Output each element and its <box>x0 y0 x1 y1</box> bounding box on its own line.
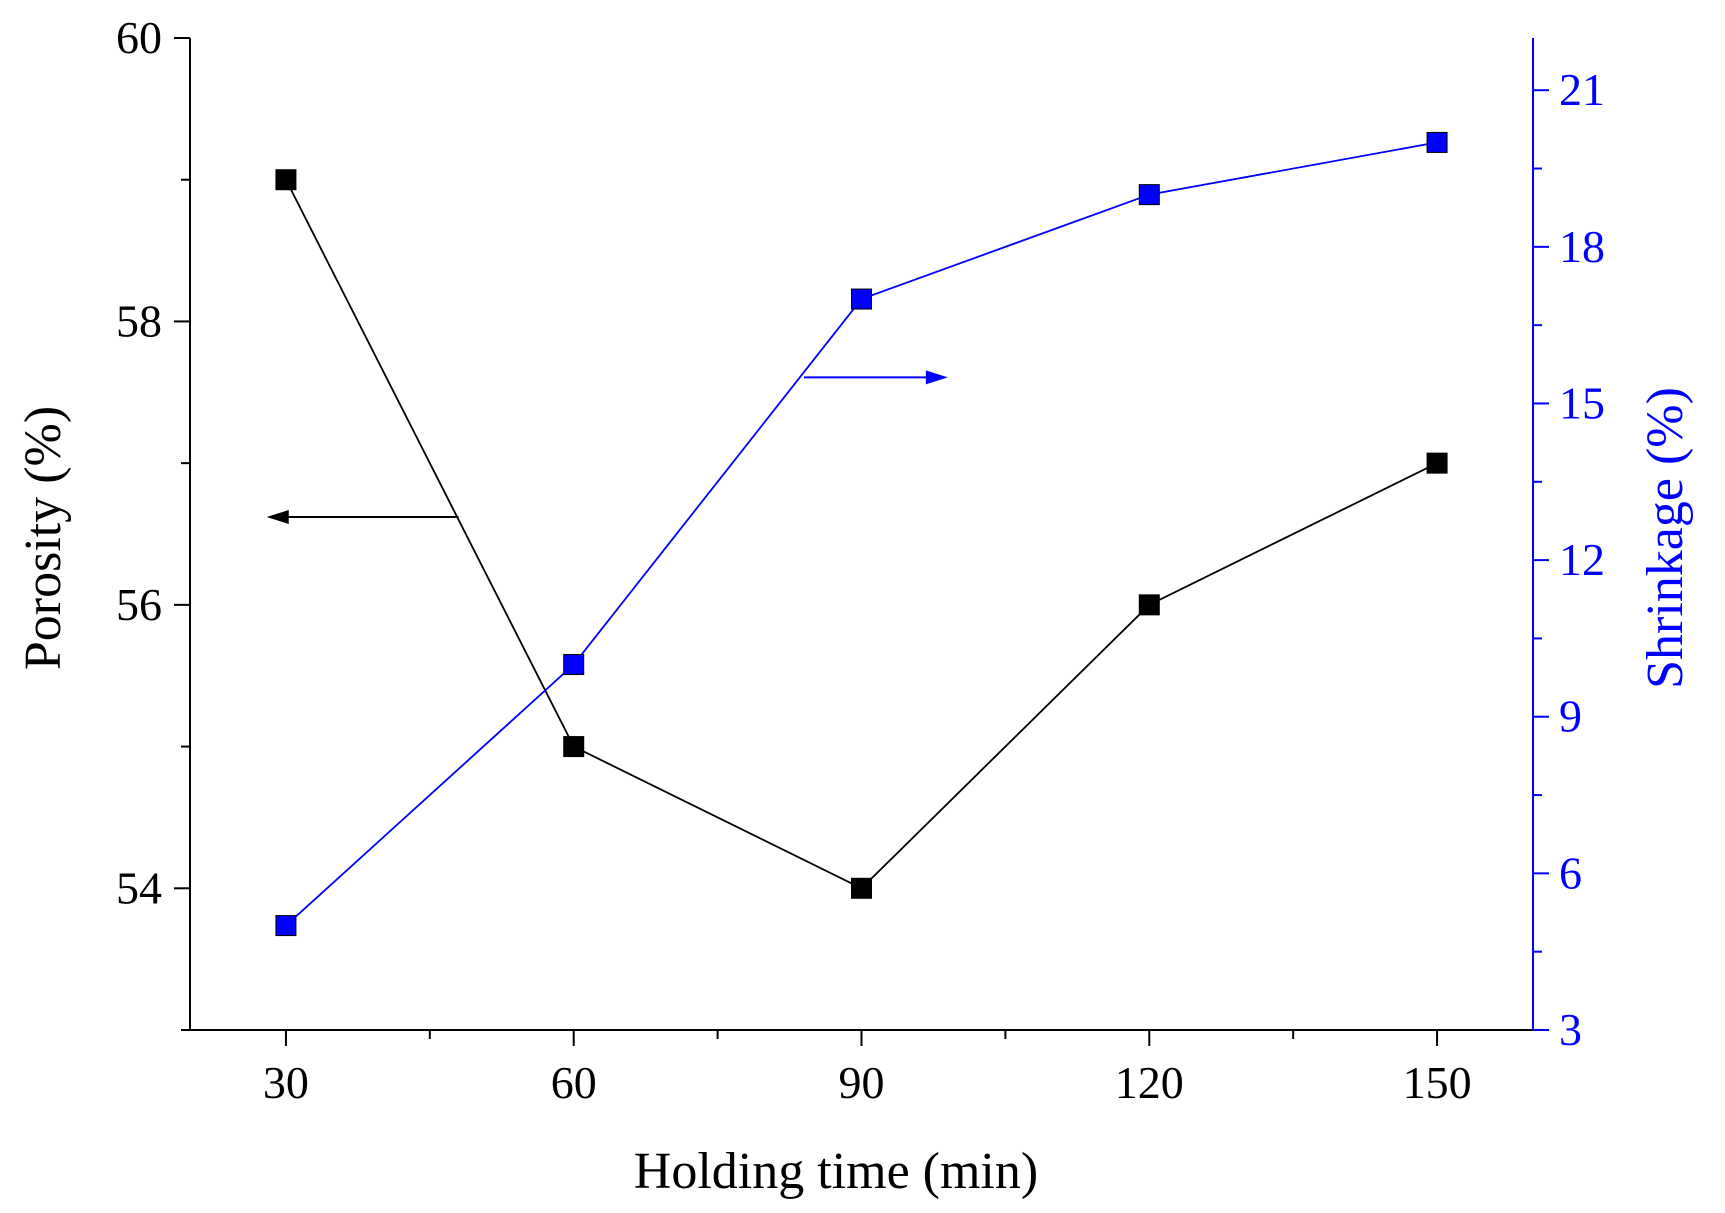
y-axis-title: Porosity (%) <box>15 406 72 670</box>
y2-tick-label: 6 <box>1559 847 1582 898</box>
x-tick-label: 90 <box>839 1057 885 1108</box>
y-tick-label: 58 <box>116 295 162 346</box>
shrinkage-point <box>1138 184 1160 206</box>
y2-tick-label: 3 <box>1559 1004 1582 1055</box>
y2-tick-label: 21 <box>1559 64 1605 115</box>
y2-tick-label: 12 <box>1559 534 1605 585</box>
series-markers <box>275 131 1448 937</box>
shrinkage-point <box>563 654 585 676</box>
right-axis-arrow-head <box>925 370 948 385</box>
porosity-series-line <box>285 179 1438 890</box>
shrinkage-point <box>275 915 297 937</box>
left-axis-arrow-head <box>266 509 289 524</box>
y-tick-label: 60 <box>116 12 162 63</box>
annotation-arrows <box>266 370 948 524</box>
y2-axis-title: Shrinkage (%) <box>1637 387 1694 689</box>
shrinkage-point <box>851 288 872 310</box>
x-tick-label: 120 <box>1115 1057 1184 1108</box>
x-tick-label: 30 <box>263 1057 309 1108</box>
x-tick-label: 60 <box>551 1057 597 1108</box>
y-tick-label: 56 <box>116 579 162 630</box>
series-lines <box>285 141 1438 927</box>
porosity-point <box>275 169 297 191</box>
shrinkage-series-line <box>285 141 1438 927</box>
porosity-point <box>563 736 585 758</box>
y2-tick-label: 18 <box>1559 221 1605 272</box>
axis-ticks: 30 60 90 120 150 54 56 58 60 3 6 9 12 15 18 21 <box>116 12 1605 1108</box>
y2-tick-label: 15 <box>1559 377 1605 428</box>
y-tick-label: 54 <box>116 862 162 913</box>
porosity-point <box>1138 594 1160 616</box>
x-axis-title: Holding time (min) <box>634 1143 1038 1200</box>
y2-tick-label: 9 <box>1559 691 1582 742</box>
porosity-point <box>1426 452 1448 474</box>
porosity-point <box>851 877 872 899</box>
x-tick-label: 150 <box>1403 1057 1472 1108</box>
shrinkage-point <box>1426 131 1448 153</box>
